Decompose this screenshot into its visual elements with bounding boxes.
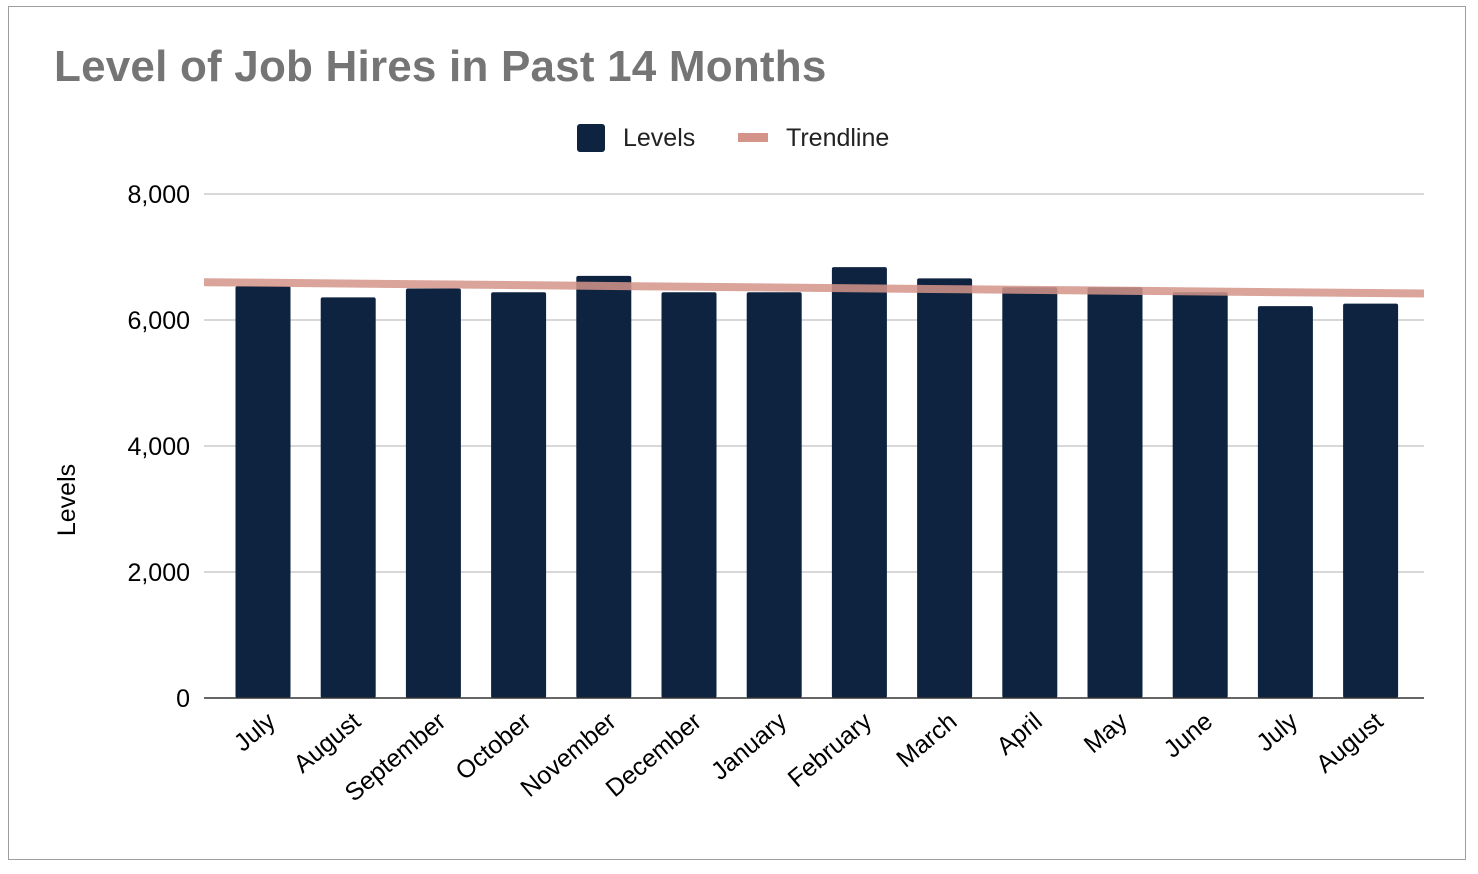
bar — [746, 292, 802, 698]
legend-swatch-levels — [577, 124, 605, 152]
bars — [235, 267, 1399, 698]
y-tick-label: 0 — [176, 685, 190, 713]
legend-label-levels: Levels — [623, 124, 695, 152]
y-tick-label: 8,000 — [127, 181, 190, 209]
legend: Levels Trendline — [577, 124, 889, 152]
bar — [1343, 303, 1399, 698]
bar — [661, 292, 717, 698]
y-axis-title: Levels — [53, 464, 81, 536]
x-tick-label: April — [991, 707, 1047, 761]
legend-label-trendline: Trendline — [786, 124, 889, 152]
trendline — [203, 278, 1425, 298]
bar — [320, 297, 376, 698]
gridlines — [204, 193, 1424, 573]
bar — [405, 288, 461, 698]
bar — [576, 275, 632, 698]
x-tick-label: July — [1251, 707, 1303, 757]
x-tick-label: August — [288, 707, 366, 779]
bar — [831, 267, 887, 698]
bar — [1087, 287, 1143, 698]
x-tick-label: June — [1159, 707, 1219, 763]
y-tick-label: 6,000 — [127, 307, 190, 335]
chart-title: Level of Job Hires in Past 14 Months — [54, 42, 827, 91]
legend-swatch-trendline — [738, 133, 768, 142]
x-tick-label: January — [706, 707, 793, 786]
bar — [491, 292, 547, 698]
x-tick-label: December — [601, 707, 707, 803]
x-tick-label: February — [783, 707, 878, 793]
x-tick-label: August — [1311, 707, 1389, 779]
bar — [1257, 306, 1313, 698]
y-tick-label: 4,000 — [127, 433, 190, 461]
bar — [1172, 292, 1228, 698]
bar — [917, 278, 973, 698]
trendline-layer — [203, 278, 1425, 298]
x-tick-label: March — [891, 707, 962, 773]
bar — [235, 285, 291, 698]
bar — [1002, 287, 1058, 698]
x-tick-label: May — [1079, 707, 1134, 759]
y-tick-label: 2,000 — [127, 559, 190, 587]
x-tick-label: July — [229, 707, 281, 757]
